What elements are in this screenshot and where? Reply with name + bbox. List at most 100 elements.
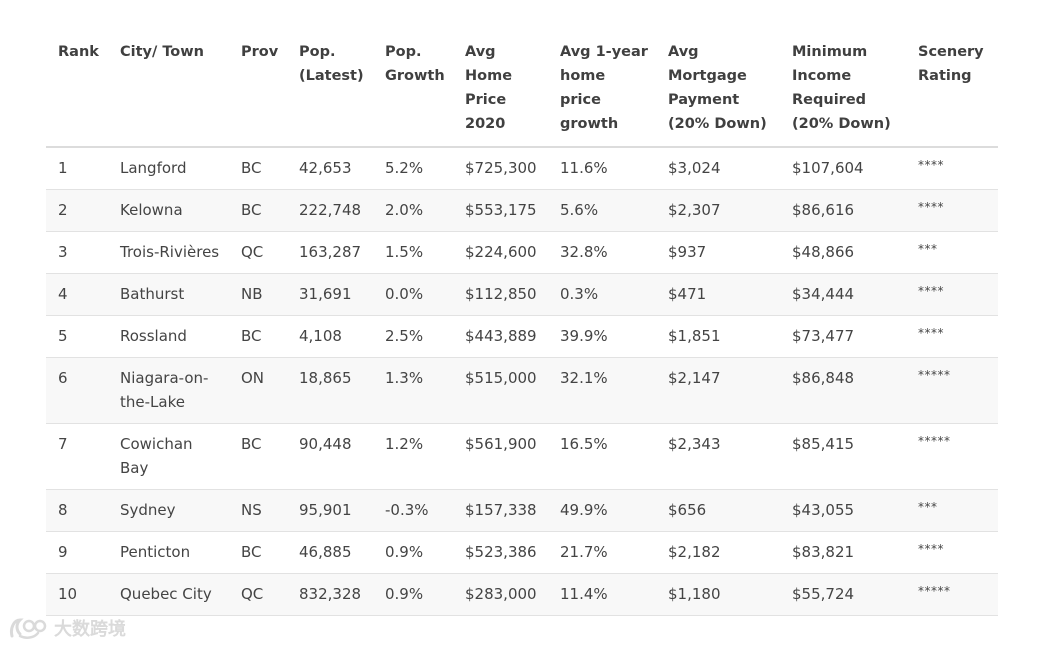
cell-mortgage-payment: $656 bbox=[656, 489, 780, 532]
cell-city: Niagara-on-the-Lake bbox=[108, 357, 229, 424]
cell-pop-growth: 1.3% bbox=[373, 357, 453, 424]
cell-rank: 8 bbox=[46, 489, 108, 532]
cell-scenery-rating: ***** bbox=[906, 357, 998, 424]
cell-home-price-growth: 39.9% bbox=[548, 315, 656, 358]
cell-avg-home-price: $561,900 bbox=[453, 423, 548, 490]
cell-home-price-growth: 11.6% bbox=[548, 147, 656, 190]
cell-home-price-growth: 32.8% bbox=[548, 231, 656, 274]
cell-pop-growth: 0.0% bbox=[373, 273, 453, 316]
cell-pop-growth: 5.2% bbox=[373, 147, 453, 190]
cell-avg-home-price: $157,338 bbox=[453, 489, 548, 532]
cell-rank: 9 bbox=[46, 531, 108, 574]
cell-population: 31,691 bbox=[287, 273, 373, 316]
cell-home-price-growth: 49.9% bbox=[548, 489, 656, 532]
cell-scenery-rating: ***** bbox=[906, 573, 998, 616]
cell-mortgage-payment: $2,343 bbox=[656, 423, 780, 490]
cell-pop-growth: -0.3% bbox=[373, 489, 453, 532]
cell-scenery-rating: *** bbox=[906, 231, 998, 274]
table-row[interactable]: 7 Cowichan Bay BC 90,448 1.2% $561,900 16.5% $2… bbox=[46, 423, 998, 490]
cell-rank: 6 bbox=[46, 357, 108, 424]
cell-city: Rossland bbox=[108, 315, 229, 358]
cell-mortgage-payment: $1,180 bbox=[656, 573, 780, 616]
cell-home-price-growth: 32.1% bbox=[548, 357, 656, 424]
cell-mortgage-payment: $471 bbox=[656, 273, 780, 316]
table-row[interactable]: 1 Langford BC 42,653 5.2% $725,300 11.6% $3,024… bbox=[46, 147, 998, 190]
cell-population: 163,287 bbox=[287, 231, 373, 274]
cell-mortgage-payment: $3,024 bbox=[656, 147, 780, 190]
header-home-price-growth[interactable]: Avg 1-year home price growth bbox=[548, 40, 656, 148]
cell-avg-home-price: $523,386 bbox=[453, 531, 548, 574]
header-scenery-rating[interactable]: Scenery Rating bbox=[906, 40, 998, 148]
cell-prov: ON bbox=[229, 357, 287, 424]
cell-rank: 10 bbox=[46, 573, 108, 616]
cell-home-price-growth: 11.4% bbox=[548, 573, 656, 616]
cell-avg-home-price: $283,000 bbox=[453, 573, 548, 616]
cell-minimum-income: $43,055 bbox=[780, 489, 906, 532]
cell-city: Penticton bbox=[108, 531, 229, 574]
table-row[interactable]: 6 Niagara-on-the-Lake ON 18,865 1.3% $515,000… bbox=[46, 357, 998, 424]
cell-minimum-income: $34,444 bbox=[780, 273, 906, 316]
cell-prov: QC bbox=[229, 231, 287, 274]
table-body: 1 Langford BC 42,653 5.2% $725,300 11.6% $3,024… bbox=[46, 147, 998, 616]
cell-avg-home-price: $553,175 bbox=[453, 189, 548, 232]
cell-scenery-rating: ***** bbox=[906, 423, 998, 490]
header-avg-home-price[interactable]: Avg Home Price 2020 bbox=[453, 40, 548, 148]
cell-minimum-income: $73,477 bbox=[780, 315, 906, 358]
table-row[interactable]: 3 Trois-Rivières QC 163,287 1.5% $224,600 32.8… bbox=[46, 231, 998, 274]
cell-scenery-rating: *** bbox=[906, 489, 998, 532]
cell-home-price-growth: 0.3% bbox=[548, 273, 656, 316]
cell-pop-growth: 1.5% bbox=[373, 231, 453, 274]
cell-population: 90,448 bbox=[287, 423, 373, 490]
cell-city: Kelowna bbox=[108, 189, 229, 232]
cell-pop-growth: 0.9% bbox=[373, 573, 453, 616]
header-city[interactable]: City/ Town bbox=[108, 40, 229, 148]
table-row[interactable]: 9 Penticton BC 46,885 0.9% $523,386 21.7% $2,18… bbox=[46, 531, 998, 574]
cell-mortgage-payment: $2,307 bbox=[656, 189, 780, 232]
table-row[interactable]: 5 Rossland BC 4,108 2.5% $443,889 39.9% $1,851 $… bbox=[46, 315, 998, 358]
cell-population: 46,885 bbox=[287, 531, 373, 574]
cell-mortgage-payment: $2,147 bbox=[656, 357, 780, 424]
header-mortgage-payment[interactable]: Avg Mortgage Payment (20% Down) bbox=[656, 40, 780, 148]
cell-scenery-rating: **** bbox=[906, 147, 998, 190]
cell-population: 95,901 bbox=[287, 489, 373, 532]
cell-population: 832,328 bbox=[287, 573, 373, 616]
table-header-row: Rank City/ Town Prov Pop. (Latest) Pop. … bbox=[46, 40, 998, 148]
cell-city: Trois-Rivières bbox=[108, 231, 229, 274]
cell-rank: 2 bbox=[46, 189, 108, 232]
cell-city: Sydney bbox=[108, 489, 229, 532]
table-row[interactable]: 8 Sydney NS 95,901 -0.3% $157,338 49.9% $656 $43… bbox=[46, 489, 998, 532]
header-minimum-income[interactable]: Minimum Income Required (20% Down) bbox=[780, 40, 906, 148]
cell-prov: NS bbox=[229, 489, 287, 532]
header-pop-growth[interactable]: Pop. Growth bbox=[373, 40, 453, 148]
cities-table: Rank City/ Town Prov Pop. (Latest) Pop. … bbox=[46, 40, 998, 616]
cell-minimum-income: $86,616 bbox=[780, 189, 906, 232]
header-rank[interactable]: Rank bbox=[46, 40, 108, 148]
table-row[interactable]: 10 Quebec City QC 832,328 0.9% $283,000 11.4% $… bbox=[46, 573, 998, 616]
cell-population: 18,865 bbox=[287, 357, 373, 424]
cell-minimum-income: $83,821 bbox=[780, 531, 906, 574]
cell-pop-growth: 0.9% bbox=[373, 531, 453, 574]
cell-rank: 1 bbox=[46, 147, 108, 190]
cell-minimum-income: $55,724 bbox=[780, 573, 906, 616]
cell-prov: BC bbox=[229, 531, 287, 574]
cell-rank: 4 bbox=[46, 273, 108, 316]
cell-city: Bathurst bbox=[108, 273, 229, 316]
watermark-text: 大数跨境 bbox=[54, 619, 126, 640]
header-prov[interactable]: Prov bbox=[229, 40, 287, 148]
cell-avg-home-price: $725,300 bbox=[453, 147, 548, 190]
cell-mortgage-payment: $937 bbox=[656, 231, 780, 274]
cell-scenery-rating: **** bbox=[906, 189, 998, 232]
cell-population: 42,653 bbox=[287, 147, 373, 190]
cell-pop-growth: 2.0% bbox=[373, 189, 453, 232]
cell-home-price-growth: 21.7% bbox=[548, 531, 656, 574]
cell-avg-home-price: $515,000 bbox=[453, 357, 548, 424]
cell-rank: 7 bbox=[46, 423, 108, 490]
cell-home-price-growth: 5.6% bbox=[548, 189, 656, 232]
table-row[interactable]: 4 Bathurst NB 31,691 0.0% $112,850 0.3% $471 $34… bbox=[46, 273, 998, 316]
table-row[interactable]: 2 Kelowna BC 222,748 2.0% $553,175 5.6% $2,307 $… bbox=[46, 189, 998, 232]
cell-minimum-income: $85,415 bbox=[780, 423, 906, 490]
cell-city: Quebec City bbox=[108, 573, 229, 616]
cell-home-price-growth: 16.5% bbox=[548, 423, 656, 490]
cell-prov: QC bbox=[229, 573, 287, 616]
header-population[interactable]: Pop. (Latest) bbox=[287, 40, 373, 148]
